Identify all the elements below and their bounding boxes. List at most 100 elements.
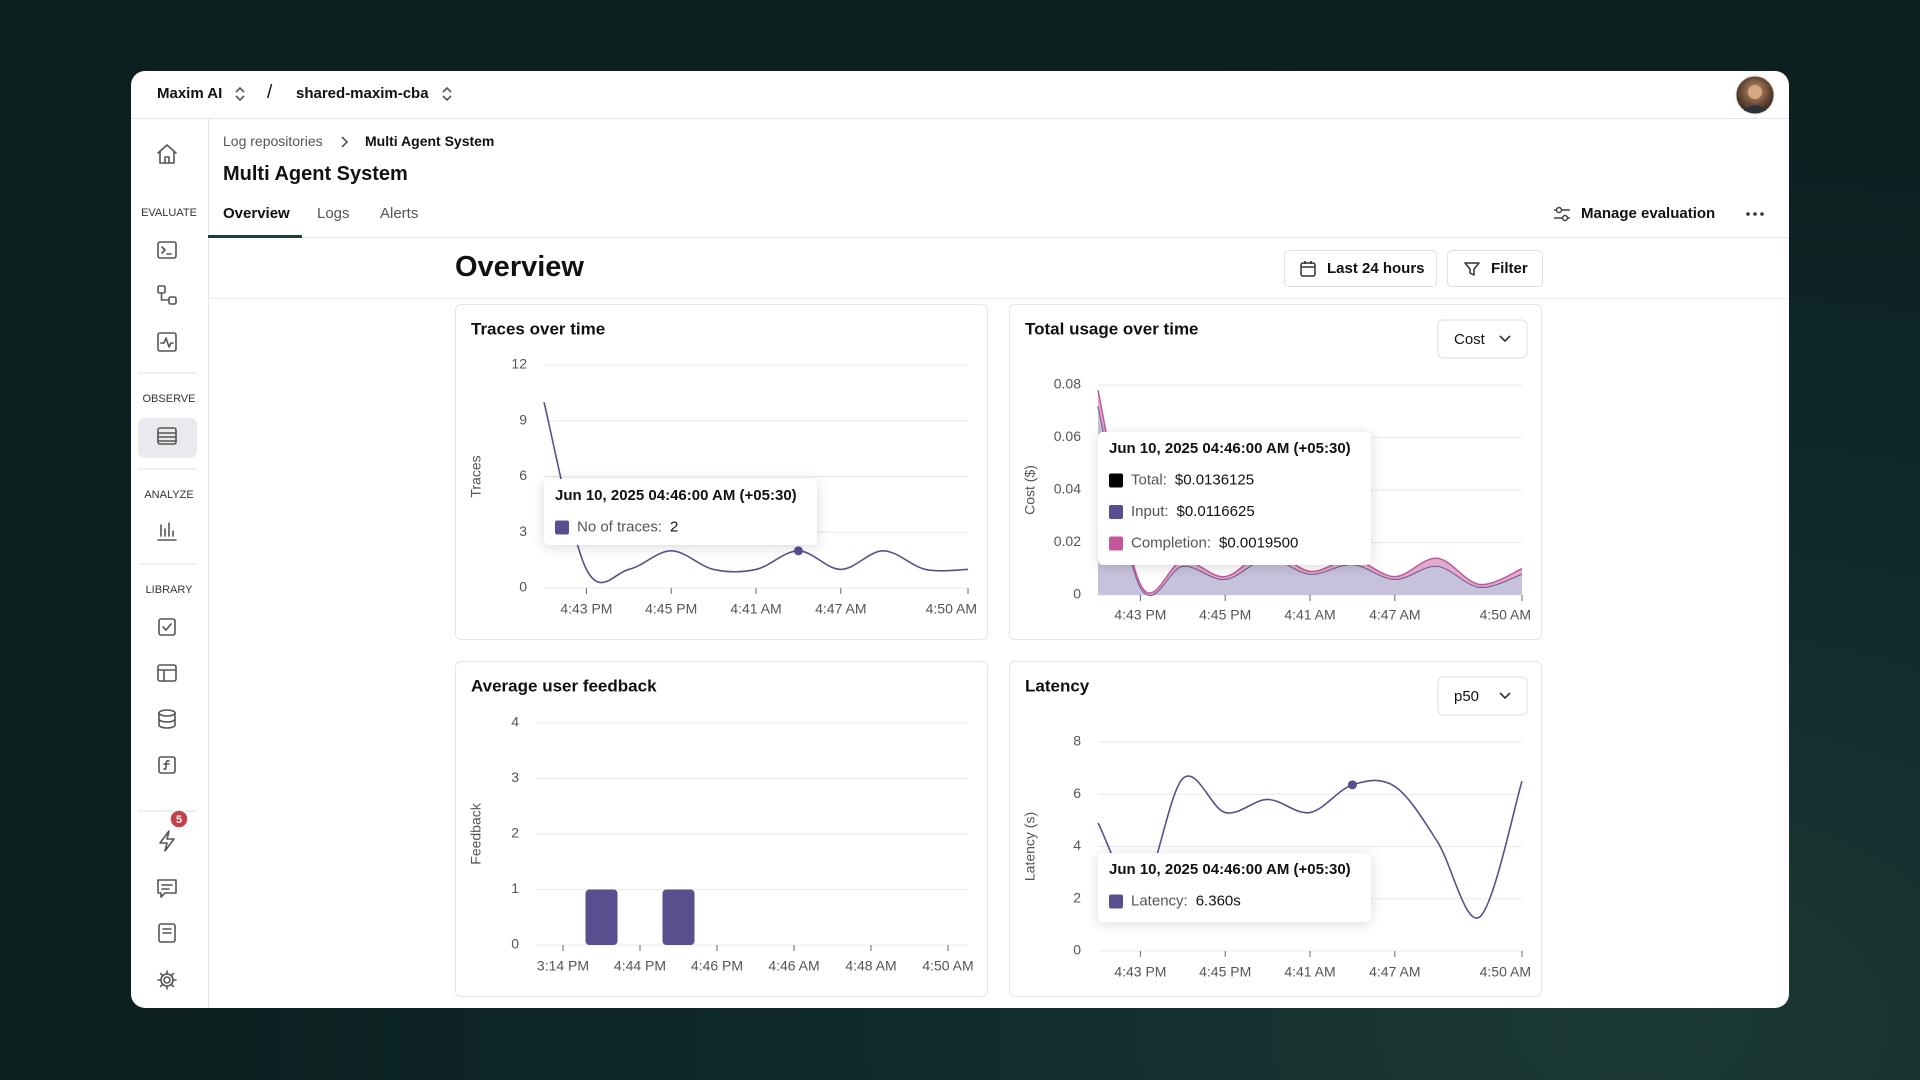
breadcrumb-chevron (341, 136, 349, 148)
nav-icon[interactable] (158, 923, 176, 943)
nav-icon[interactable] (159, 830, 175, 852)
tooltip-row: Completion: $0.0019500 (1131, 534, 1298, 551)
y-tick-label: 6 (519, 467, 527, 483)
user-avatar[interactable] (1735, 75, 1775, 115)
y-axis-label: Latency (s) (1022, 812, 1038, 881)
nav-icon[interactable] (157, 664, 177, 682)
y-tick-label: 0.02 (1054, 533, 1081, 549)
y-tick-label: 9 (519, 411, 527, 427)
filter-icon (1464, 262, 1480, 276)
breadcrumb-current: Multi Agent System (365, 133, 495, 149)
y-tick-label: 0 (1073, 942, 1081, 958)
tooltip-row-value: 2 (670, 518, 678, 535)
breadcrumb-link[interactable]: Log repositories (223, 133, 323, 149)
x-tick-label: 4:47 AM (1369, 607, 1420, 623)
workspace-name[interactable]: Maxim AI (157, 85, 223, 102)
nav-icon[interactable] (157, 427, 177, 445)
chart: Average user feedback Feedback 0 1 2 3 4 3:14 P… (468, 676, 974, 974)
x-tick-label: 4:45 PM (1199, 607, 1251, 623)
y-tick-label: 0.04 (1054, 481, 1081, 497)
repository-switch-icon[interactable] (439, 84, 455, 104)
tab-active[interactable]: Overview (223, 205, 290, 222)
tooltip-swatch (1109, 894, 1123, 909)
nav-icon[interactable] (157, 241, 177, 259)
y-tick-label: 0 (519, 579, 527, 595)
nav-section-label: EVALUATE (141, 207, 197, 219)
traces-card: Traces over time Traces 0 3 6 9 12 4:43 PM 4:45 … (455, 304, 988, 640)
nav-icon[interactable] (157, 879, 177, 898)
x-tick-label: 4:48 AM (845, 958, 896, 974)
metric-selector[interactable]: Cost (1437, 319, 1528, 359)
metric-selector[interactable]: p50 (1437, 676, 1528, 716)
x-tick-label: 4:50 AM (1480, 964, 1531, 980)
x-tick-label: 4:45 PM (645, 601, 697, 617)
tooltip-swatch (1109, 473, 1123, 488)
chart: Latency p50 Latency (s) 0 2 4 6 8 4:43 PM 4:45 PM… (1022, 676, 1531, 980)
tooltip-row: Input: $0.0116625 (1131, 503, 1255, 520)
tooltip-row-label: Latency: (1131, 892, 1188, 909)
nav-icon[interactable] (157, 285, 177, 305)
selector-box (1437, 319, 1528, 359)
more-menu[interactable] (1743, 205, 1767, 223)
nav-icon[interactable] (158, 756, 176, 774)
nav-icon[interactable] (158, 618, 176, 636)
selector-box (1437, 676, 1528, 716)
workspace-switch-icon[interactable] (232, 84, 248, 104)
x-tick-label: 4:45 PM (1199, 964, 1251, 980)
nav-section-label: ANALYZE (144, 489, 193, 501)
nav-icon[interactable] (157, 522, 177, 541)
tooltip-row-value: $0.0019500 (1219, 534, 1298, 551)
bar (585, 889, 618, 945)
y-tick-label: 8 (1073, 733, 1081, 749)
y-tick-label: 4 (511, 714, 519, 730)
hover-point (793, 546, 803, 556)
repository-name[interactable]: shared-maxim-cba (296, 85, 429, 102)
y-tick-label: 0.08 (1054, 376, 1081, 392)
x-tick-label: 4:41 AM (1284, 964, 1335, 980)
nav-icon[interactable] (157, 144, 177, 164)
x-tick-label: 4:47 AM (815, 601, 866, 617)
y-tick-label: 3 (511, 769, 519, 785)
y-tick-label: 2 (1073, 889, 1081, 905)
sidebar-nav: EVALUATE OBSERVE ANALYZE LIBRARY 5 (138, 144, 197, 990)
overview-heading: Overview (455, 251, 584, 283)
x-tick-label: 4:50 AM (1480, 607, 1531, 623)
x-tick-label: 4:46 AM (768, 958, 819, 974)
hover-point (1347, 780, 1357, 790)
nav-icon[interactable] (157, 332, 177, 352)
filter-button[interactable]: Filter (1447, 250, 1543, 287)
tab-border (209, 237, 1789, 238)
usage-card: Total usage over time Cost Cost ($) 0 0.02 0.… (1009, 304, 1542, 640)
nav-icon[interactable] (158, 709, 176, 729)
tooltip-row-label: No of traces: (577, 518, 662, 535)
tooltip-row-label: Total: (1131, 471, 1167, 488)
tooltip: Jun 10, 2025 04:46:00 AM (+05:30) No of t… (544, 479, 817, 545)
tooltip-box (544, 479, 817, 545)
tooltip-title: Jun 10, 2025 04:46:00 AM (+05:30) (1109, 861, 1351, 878)
chart-title: Latency (1025, 676, 1090, 695)
tooltip-title: Jun 10, 2025 04:46:00 AM (+05:30) (555, 487, 797, 504)
series-line (1097, 775, 1523, 919)
selector-label: Cost (1454, 331, 1486, 348)
nav-selected-bg (138, 418, 197, 458)
manage-icon[interactable] (1552, 204, 1572, 224)
tab[interactable]: Logs (317, 205, 350, 222)
x-tick-label: 3:14 PM (537, 958, 589, 974)
bar (662, 889, 695, 945)
tooltip-swatch (1109, 505, 1123, 519)
y-axis-label: Traces (468, 455, 484, 497)
notification-count: 5 (176, 814, 182, 826)
tooltip-row: Latency: 6.360s (1131, 892, 1241, 909)
tooltip-row: No of traces: 2 (577, 518, 678, 535)
y-tick-label: 6 (1073, 785, 1081, 801)
date-range-button[interactable]: Last 24 hours (1284, 250, 1437, 287)
y-tick-label: 12 (511, 356, 527, 372)
nav-section-label: OBSERVE (143, 393, 196, 405)
y-axis-label: Cost ($) (1022, 465, 1038, 515)
x-tick-label: 4:41 AM (730, 601, 781, 617)
manage-evaluation-button[interactable]: Manage evaluation (1581, 205, 1716, 222)
nav-icon[interactable] (157, 970, 177, 990)
app-window: Maxim AI / shared-maxim-cba EVALUATE OBSE… (131, 71, 1789, 1008)
tab[interactable]: Alerts (380, 205, 419, 222)
